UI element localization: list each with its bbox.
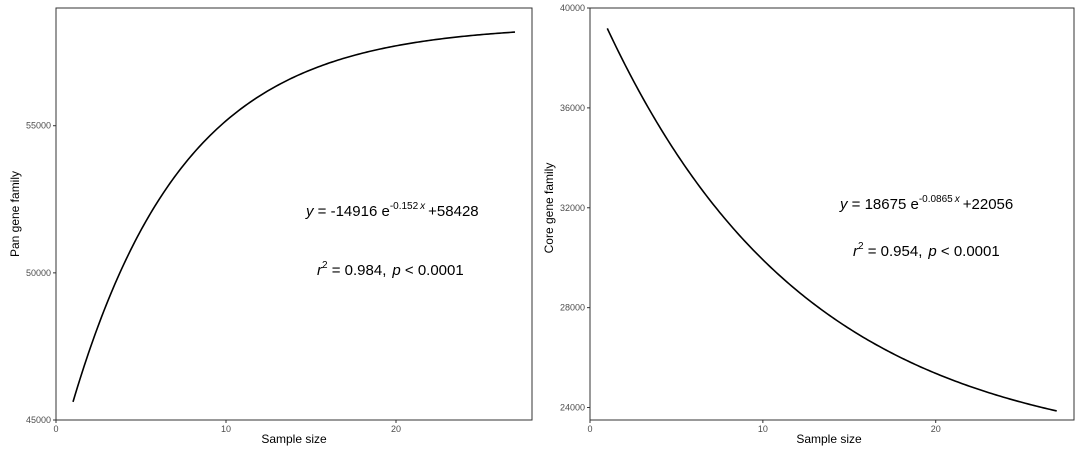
y-tick-label: 45000 [26,415,51,425]
x-tick-label: 10 [758,424,768,434]
y-axis-title: Pan gene family [8,171,22,257]
stats-r-power: 2 [322,260,328,271]
equation-exponent: -0.0865 [919,194,953,205]
y-tick-label: 28000 [560,303,585,313]
y-axis-ticks: 45000 50000 55000 [26,121,56,425]
equation-lhs: = 18675 e [848,196,919,213]
equation-y-symbol: y [839,196,849,213]
plot-border [589,7,1075,421]
y-tick-label: 55000 [26,121,51,131]
equation-rhs: +58428 [428,203,478,220]
core-gene-chart: 0 10 20 24000 28000 32000 36000 40000 Sample s… [542,3,1075,446]
stats-r-power: 2 [858,241,864,252]
x-axis-title: Sample size [796,432,862,446]
y-tick-label: 32000 [560,203,585,213]
x-tick-label: 20 [931,424,941,434]
stats-r-value: = 0.984, [328,262,387,279]
stats-p-value: < 0.0001 [401,262,464,279]
stats-p-symbol: p [927,243,936,260]
x-tick-label: 10 [221,424,231,434]
stats-annotation: r2 = 0.954, p < 0.0001 [853,241,1000,260]
y-tick-label: 36000 [560,103,585,113]
stats-r-symbol: r [853,243,859,260]
pan-gene-chart: 0 10 20 45000 50000 55000 Sample size Pan ge… [8,7,533,446]
equation-lhs: = -14916 e [314,203,390,220]
x-axis-title: Sample size [261,432,327,446]
stats-r-symbol: r [317,262,323,279]
pan-gene-chart-panel: 0 10 20 45000 50000 55000 Sample size Pan ge… [8,7,533,446]
equation-y-symbol: y [305,203,315,220]
y-tick-label: 40000 [560,3,585,13]
x-tick-label: 20 [391,424,401,434]
stats-p-symbol: p [391,262,400,279]
equation-rhs: +22056 [963,196,1013,213]
y-axis-title: Core gene family [542,163,556,254]
equation-exponent: -0.152 [390,201,419,212]
y-axis-ticks: 24000 28000 32000 36000 40000 [560,3,590,413]
core-gene-chart-panel: 0 10 20 24000 28000 32000 36000 40000 Sample s… [540,0,1080,457]
x-tick-label: 0 [587,424,592,434]
fit-curve-line [72,31,516,403]
equation-exponent-var: x [954,194,961,205]
stats-r-value: = 0.954, [864,243,923,260]
stats-annotation: r2 = 0.984, p < 0.0001 [317,260,464,279]
y-tick-label: 50000 [26,268,51,278]
equation-exponent-var: x [419,201,426,212]
y-tick-label: 24000 [560,403,585,413]
x-axis-ticks: 0 10 20 [53,420,401,434]
stats-p-value: < 0.0001 [937,243,1000,260]
x-tick-label: 0 [53,424,58,434]
equation-annotation: y = 18675 e-0.0865 x +22056 [839,194,1013,213]
x-axis-ticks: 0 10 20 [587,420,941,434]
fit-curve-line [606,28,1057,412]
equation-annotation: y = -14916 e-0.152 x +58428 [305,201,479,220]
